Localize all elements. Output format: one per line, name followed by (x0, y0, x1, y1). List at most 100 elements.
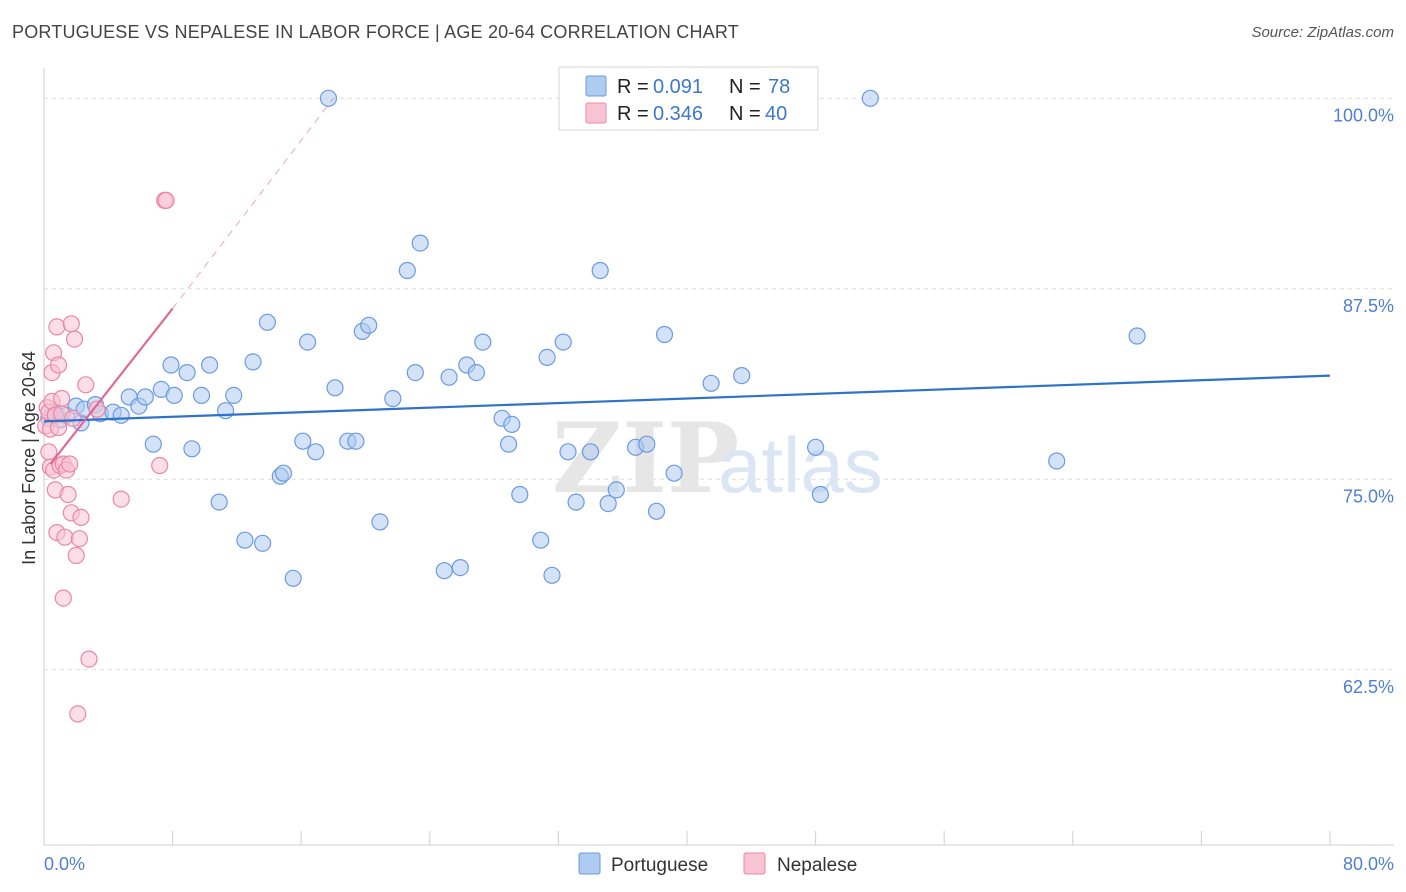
nepalese-trend-extension (172, 97, 334, 309)
portuguese-point (236, 531, 254, 549)
portuguese-point (144, 435, 162, 453)
nepalese-point (49, 356, 68, 374)
portuguese-point (112, 406, 130, 424)
portuguese-point (294, 432, 312, 450)
legend: R = 0.091 N = 78 R = 0.346 N = 40 (558, 66, 819, 131)
nepalese-point (62, 315, 80, 333)
bottom-legend-swatch-nepalese (743, 852, 766, 875)
portuguese-point (567, 493, 585, 511)
chart-title: PORTUGUESE VS NEPALESE IN LABOR FORCE | … (12, 22, 739, 42)
portuguese-point (591, 261, 609, 280)
x-tick-label: 0.0% (44, 854, 85, 874)
portuguese-point (319, 89, 338, 107)
nepalese-point (70, 530, 89, 548)
portuguese-point (581, 443, 600, 461)
portuguese-point (1048, 452, 1066, 470)
nepalese-point (88, 400, 106, 418)
legend-swatch-nepalese (585, 102, 607, 124)
watermark-zip: ZIP (552, 402, 739, 515)
legend-swatch-portuguese (585, 75, 607, 97)
portuguese-point (360, 316, 378, 334)
bottom-legend-swatch-portuguese (578, 852, 601, 875)
nepalese-point (80, 650, 98, 668)
portuguese-point (201, 356, 219, 374)
legend-n-label-nepalese: N = (729, 103, 761, 125)
nepalese-point (157, 191, 175, 209)
portuguese-point (554, 333, 572, 351)
portuguese-point (210, 493, 228, 511)
data-points (36, 89, 1146, 723)
bottom-legend: Portuguese Nepalese (578, 852, 857, 876)
watermark: ZIP atlas (552, 402, 883, 515)
ticks: 100.0% 87.5% 75.0% 62.5% 0.0% 80.0% (43, 105, 1394, 874)
y-tick-label: 87.5% (1343, 296, 1394, 316)
nepalese-point (67, 546, 85, 565)
nepalese-point (72, 508, 90, 527)
chart-source: Source: ZipAtlas.com (1251, 24, 1394, 41)
trend-lines (43, 97, 1331, 465)
portuguese-point (162, 356, 180, 374)
portuguese-point (511, 485, 529, 504)
portuguese-point (254, 534, 272, 552)
portuguese-point (244, 353, 262, 371)
x-tick-label: 80.0% (1343, 854, 1394, 874)
legend-n-value-portuguese: 78 (768, 76, 790, 98)
portuguese-point (733, 367, 751, 385)
portuguese-point (451, 558, 469, 577)
portuguese-point (371, 513, 389, 531)
portuguese-point (503, 415, 521, 433)
portuguese-point (217, 402, 235, 420)
portuguese-point (406, 364, 424, 382)
portuguese-point (326, 379, 344, 397)
nepalese-point (151, 456, 169, 475)
legend-n-label-portuguese: N = (729, 76, 761, 98)
portuguese-point (532, 531, 550, 549)
portuguese-point (559, 443, 577, 461)
portuguese-trend-line (43, 374, 1331, 423)
portuguese-point (183, 440, 201, 458)
portuguese-point (136, 388, 154, 406)
legend-n-value-nepalese: 40 (765, 103, 787, 125)
portuguese-point (702, 374, 720, 392)
nepalese-point (69, 705, 87, 723)
nepalese-point (56, 528, 74, 546)
legend-r-value-nepalese: 0.346 (653, 103, 703, 125)
portuguese-point (500, 435, 518, 453)
legend-r-label-nepalese: R = (617, 103, 649, 125)
portuguese-point (655, 325, 674, 344)
nepalese-point (112, 490, 130, 508)
portuguese-point (467, 364, 485, 382)
portuguese-point (599, 495, 617, 513)
portuguese-point (384, 389, 402, 408)
nepalese-trend-line (49, 307, 174, 465)
portuguese-point (435, 562, 453, 580)
portuguese-point (811, 485, 830, 504)
watermark-atlas: atlas (718, 421, 883, 509)
portuguese-point (440, 368, 458, 386)
portuguese-point (665, 464, 683, 482)
portuguese-point (274, 464, 293, 482)
portuguese-point (474, 333, 492, 351)
portuguese-point (638, 435, 656, 453)
portuguese-point (307, 443, 325, 461)
portuguese-point (543, 566, 561, 584)
portuguese-point (178, 364, 196, 382)
nepalese-point (59, 485, 77, 504)
portuguese-point (398, 261, 416, 280)
y-axis-title: In Labor Force | Age 20-64 (19, 351, 39, 565)
portuguese-point (347, 432, 365, 450)
portuguese-point (538, 348, 556, 366)
portuguese-point (258, 313, 276, 331)
y-tick-label: 75.0% (1343, 486, 1394, 506)
nepalese-point (61, 455, 79, 473)
nepalese-point (64, 409, 82, 427)
portuguese-point (861, 89, 879, 107)
nepalese-point (53, 389, 71, 408)
portuguese-point (299, 333, 317, 351)
portuguese-point (806, 438, 825, 456)
portuguese-point (647, 502, 666, 520)
portuguese-point (1128, 327, 1146, 345)
bottom-legend-label-portuguese: Portuguese (611, 855, 708, 876)
legend-r-label-portuguese: R = (617, 76, 649, 98)
